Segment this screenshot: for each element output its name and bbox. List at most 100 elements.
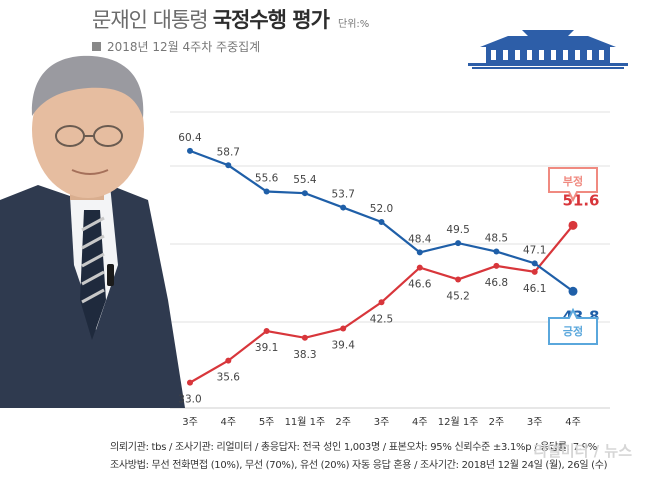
badge-negative-shape bbox=[548, 167, 598, 203]
gridlines bbox=[170, 111, 610, 409]
tie-stripe bbox=[81, 216, 105, 232]
palace-window bbox=[503, 50, 508, 60]
series-layer: 33.0 35.6 39.1 38.3 39.4 42.5 46.6 45.2 46.8 46.1… bbox=[178, 132, 599, 406]
data-label: 46.6 bbox=[408, 279, 432, 291]
footer-line-2: 조사방법: 무선 전화면접 (10%), 무선 (70%), 유선 (20%) … bbox=[110, 460, 608, 471]
data-label: 55.6 bbox=[255, 172, 279, 184]
subtitle-square-icon bbox=[92, 42, 101, 51]
x-tick-label: 3주 bbox=[374, 417, 390, 428]
data-label: 35.6 bbox=[217, 372, 241, 384]
data-point bbox=[378, 218, 385, 225]
data-point bbox=[187, 147, 193, 154]
mouth bbox=[71, 169, 109, 175]
data-label: 53.7 bbox=[332, 189, 355, 201]
watermark: 리얼미터 / 뉴스 bbox=[533, 442, 632, 460]
tie-stripe bbox=[81, 288, 105, 304]
palace-base bbox=[468, 63, 628, 66]
palace-window bbox=[587, 50, 592, 60]
badge-negative-label: 부정 bbox=[563, 174, 583, 188]
x-tick-label: 3주 bbox=[527, 417, 543, 428]
palace-window bbox=[515, 50, 520, 60]
microphone bbox=[107, 264, 114, 286]
plot-background bbox=[170, 112, 610, 408]
footer: 의뢰기관: tbs / 조사기관: 리얼미터 / 총응답자: 전국 성인 1,0… bbox=[0, 432, 650, 480]
data-point bbox=[531, 260, 538, 267]
data-label: 51.6 bbox=[562, 191, 599, 209]
x-tick-label: 5주 bbox=[259, 417, 275, 428]
title-prefix: 문재인 대통령 bbox=[92, 8, 209, 32]
hair bbox=[31, 55, 144, 118]
chart-subtitle: 2018년 12월 4주차 주중집계 bbox=[92, 38, 260, 55]
badge-positive-label: 긍정 bbox=[563, 324, 583, 338]
data-point bbox=[225, 162, 232, 169]
badge-positive-shape bbox=[548, 307, 598, 345]
data-point bbox=[225, 357, 232, 364]
x-tick-label: 11월 1주 bbox=[285, 416, 326, 428]
x-tick-label: 3주 bbox=[182, 417, 198, 428]
data-point bbox=[187, 379, 193, 386]
palace-window bbox=[575, 50, 580, 60]
title-bold: 국정수행 평가 bbox=[212, 8, 330, 32]
tie-stripe bbox=[81, 252, 105, 268]
data-point bbox=[340, 325, 347, 332]
tie-stripe bbox=[81, 270, 105, 286]
data-point bbox=[301, 334, 308, 341]
unit-label: 단위:% bbox=[338, 19, 370, 30]
palace-window bbox=[539, 50, 544, 60]
data-label: 38.3 bbox=[293, 349, 316, 361]
data-point bbox=[493, 262, 500, 269]
data-label: 33.0 bbox=[178, 394, 201, 406]
data-point bbox=[263, 328, 270, 335]
x-tick-label: 4주 bbox=[412, 417, 428, 428]
data-label: 39.4 bbox=[332, 340, 356, 352]
data-label: 46.1 bbox=[523, 283, 546, 295]
palace-window bbox=[599, 50, 604, 60]
palace-window bbox=[491, 50, 496, 60]
data-label: 58.7 bbox=[217, 146, 240, 158]
data-point bbox=[493, 248, 500, 255]
data-label: 42.5 bbox=[370, 313, 393, 325]
palace-roof bbox=[480, 30, 616, 47]
data-point bbox=[378, 299, 385, 306]
palace-window bbox=[527, 50, 532, 60]
x-tick-label: 4주 bbox=[565, 417, 581, 428]
data-point bbox=[416, 264, 423, 271]
data-point bbox=[416, 249, 423, 256]
president-portrait bbox=[0, 55, 185, 408]
data-label: 47.1 bbox=[523, 244, 546, 256]
footer-line-1: 의뢰기관: tbs / 조사기관: 리얼미터 / 총응답자: 전국 성인 1,0… bbox=[110, 442, 597, 453]
subtitle-text: 2018년 12월 4주차 주중집계 bbox=[107, 40, 261, 54]
tie-stripe bbox=[81, 234, 105, 250]
x-tick-label: 2주 bbox=[335, 417, 351, 428]
data-label: 48.4 bbox=[408, 233, 432, 245]
data-point bbox=[455, 276, 462, 283]
data-label: 60.4 bbox=[178, 132, 202, 144]
x-tick-label: 2주 bbox=[489, 417, 505, 428]
palace-window bbox=[563, 50, 568, 60]
data-point bbox=[340, 204, 347, 211]
necktie bbox=[80, 210, 106, 340]
data-label: 48.5 bbox=[485, 233, 508, 245]
blue-house-icon bbox=[468, 30, 628, 69]
data-label: 39.1 bbox=[255, 342, 278, 354]
x-tick-label: 12월 1주 bbox=[438, 416, 479, 428]
data-label: 52.0 bbox=[370, 203, 393, 215]
x-tick-label: 4주 bbox=[221, 417, 237, 428]
data-point bbox=[455, 240, 462, 247]
palace-step bbox=[472, 67, 624, 69]
data-point bbox=[301, 190, 308, 197]
x-axis-ticks: 3주 4주 5주 11월 1주 2주 3주 4주 12월 1주 2주 3주 4주 bbox=[182, 416, 581, 428]
data-label: 46.8 bbox=[485, 277, 508, 289]
palace-window bbox=[551, 50, 556, 60]
data-point bbox=[568, 220, 578, 230]
chart-title: 문재인 대통령 국정수행 평가 단위:% bbox=[92, 4, 369, 34]
data-label: 55.4 bbox=[293, 174, 317, 186]
data-point bbox=[263, 188, 270, 195]
data-label: 49.5 bbox=[446, 224, 469, 236]
data-label: 45.2 bbox=[446, 290, 469, 302]
data-point bbox=[568, 286, 578, 296]
face bbox=[32, 62, 144, 198]
data-point bbox=[531, 268, 538, 275]
